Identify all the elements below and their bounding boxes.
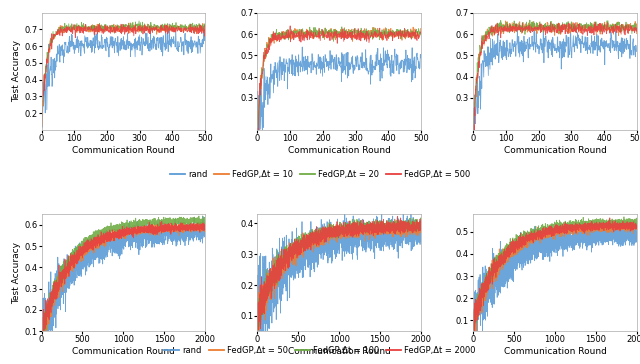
Legend: rand, FedGP,Δt = 50, FedGP,Δt = 100, FedGP,Δt = 2000: rand, FedGP,Δt = 50, FedGP,Δt = 100, Fed… — [161, 343, 479, 358]
Y-axis label: Test Accuracy: Test Accuracy — [12, 242, 21, 304]
X-axis label: Communication Round: Communication Round — [504, 347, 607, 356]
X-axis label: Communication Round: Communication Round — [72, 347, 175, 356]
X-axis label: Communication Round: Communication Round — [72, 146, 175, 155]
X-axis label: Communication Round: Communication Round — [504, 146, 607, 155]
Y-axis label: Test Accuracy: Test Accuracy — [12, 40, 21, 102]
X-axis label: Communication Round: Communication Round — [288, 146, 390, 155]
Legend: rand, FedGP,Δt = 10, FedGP,Δt = 20, FedGP,Δt = 500: rand, FedGP,Δt = 10, FedGP,Δt = 20, FedG… — [166, 167, 474, 182]
X-axis label: Communication Round: Communication Round — [288, 347, 390, 356]
